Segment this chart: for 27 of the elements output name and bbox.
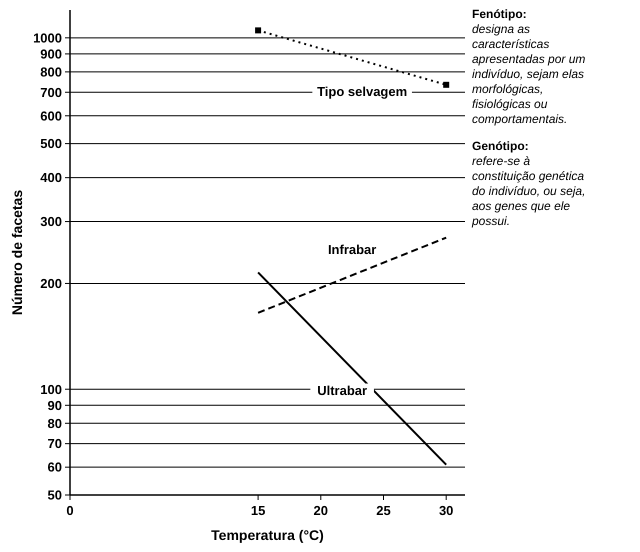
series-label: Tipo selvagem: [317, 84, 408, 100]
y-tick-label: 1000: [33, 30, 62, 46]
y-tick-label: 200: [40, 276, 62, 291]
y-tick-label: 800: [40, 64, 62, 80]
x-tick-label: 15: [250, 503, 266, 518]
y-tick-label: 300: [40, 214, 62, 230]
series-label: Infrabar: [328, 242, 376, 257]
y-tick-label: 80: [48, 416, 62, 431]
y-tick-label: 700: [40, 84, 62, 100]
y-tick-label: 60: [48, 460, 62, 475]
x-tick-label: 30: [438, 503, 454, 518]
y-tick-label: 900: [40, 46, 62, 62]
y-axis-title: Número de facetas: [9, 190, 25, 316]
y-tick-label: 100: [40, 382, 62, 397]
x-tick-label: 20: [314, 503, 328, 518]
y-tick-label: 400: [40, 170, 62, 186]
series-label: Ultrabar: [317, 383, 368, 398]
x-tick-label: 0: [66, 503, 74, 518]
y-tick-label: 600: [40, 108, 62, 124]
y-tick-label: 70: [48, 436, 62, 452]
y-tick-label: 50: [48, 488, 62, 503]
x-tick-label: 25: [376, 503, 391, 518]
text: Genótipo: refere-se à constituição genética do indivíduo, ou seja, aos genes que ele possui.: [471, 139, 586, 228]
x-axis-title: Temperatura (°C): [211, 527, 324, 543]
y-tick-label: 90: [48, 398, 62, 413]
text: Fenótipo: designa as características apresentadas por um indivíduo, sejam elas morfológicas, fisiológicas ou comportamentais.: [472, 7, 586, 126]
y-tick-label: 500: [40, 136, 62, 152]
